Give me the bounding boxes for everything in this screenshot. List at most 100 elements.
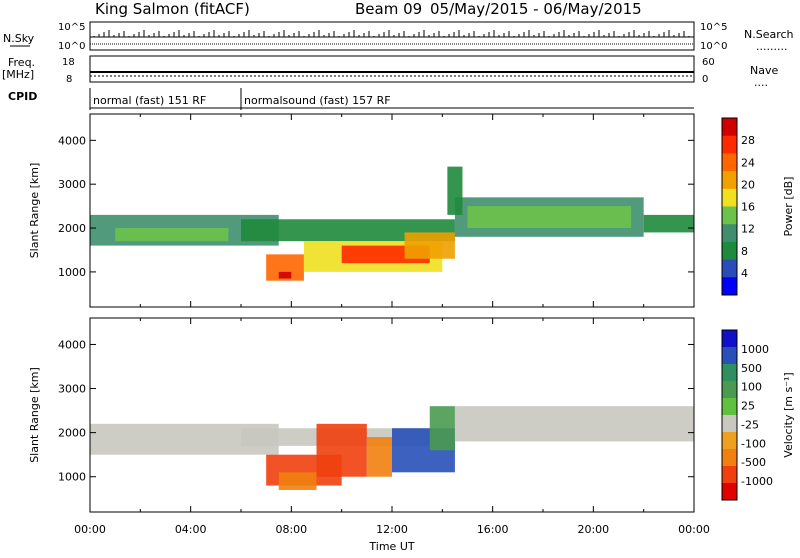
colorbar-tick-label: 28 xyxy=(741,134,755,147)
x-axis-label: Time UT xyxy=(368,540,414,553)
colorbar-tick-label: -25 xyxy=(741,418,759,431)
colorbar-segment xyxy=(722,188,737,207)
mode-label: normal (fast) 151 RF xyxy=(93,94,206,107)
colorbar-segment xyxy=(722,330,737,348)
nsearch-dots: ......... xyxy=(756,40,787,53)
date-range: 05/May/2015 - 06/May/2015 xyxy=(430,0,642,18)
colorbar-frame xyxy=(721,117,738,296)
colorbar-tick-label: 1000 xyxy=(741,343,769,356)
colorbar-tick-label: 24 xyxy=(741,156,755,169)
scatter-region xyxy=(316,423,367,477)
freq-unit: [MHz] xyxy=(2,68,34,81)
colorbar-segment xyxy=(722,381,737,399)
nsky-trace xyxy=(90,30,694,45)
scatter-region xyxy=(278,271,292,279)
cpid-label: CPID xyxy=(8,90,37,103)
colorbar-segment xyxy=(722,118,737,137)
colorbar-segment xyxy=(722,398,737,416)
colorbar-segment xyxy=(722,347,737,365)
scatter-region xyxy=(366,437,392,477)
colorbar-segment xyxy=(722,171,737,190)
colorbar-segment xyxy=(722,466,737,484)
scatter-region xyxy=(115,228,229,242)
nave-label: Nave xyxy=(750,64,778,77)
colorbar-segment xyxy=(722,415,737,433)
y-tick-label: 3000 xyxy=(58,383,86,396)
x-tick-label: 08:00 xyxy=(275,523,307,536)
scatter-region xyxy=(643,214,694,233)
colorbar-frame xyxy=(721,329,738,501)
colorbar-segment xyxy=(722,449,737,467)
velocity-panel: 1000 2000 3000 4000 Slant Range [km] xyxy=(28,317,695,513)
y-tick-label: 2000 xyxy=(58,427,86,440)
scatter-region xyxy=(467,206,632,229)
colorbar-segment xyxy=(722,224,737,243)
velocity-colorbar: 1000 500 100 25 -25 -100 -500 -1000 Velocity [m … xyxy=(721,329,795,501)
y-tick-label: 1000 xyxy=(58,471,86,484)
nsky-panel xyxy=(89,21,695,51)
x-tick-label: 04:00 xyxy=(175,523,207,536)
colorbar-tick-label: 8 xyxy=(741,245,748,258)
freq-tick-high: 18 xyxy=(62,57,75,68)
colorbar-tick-label: 16 xyxy=(741,201,755,214)
x-tick-label: 20:00 xyxy=(577,523,609,536)
beam-label: Beam 09 xyxy=(355,0,422,18)
nsky-tick-low: 10^0 xyxy=(58,41,85,52)
scatter-region xyxy=(278,472,317,490)
nsky-label: N.Sky xyxy=(3,32,35,45)
time-axis: 00:00 04:00 08:00 12:00 16:00 20:00 00:00 xyxy=(74,523,710,536)
colorbar-tick-label: 25 xyxy=(741,400,755,413)
x-tick-label: 12:00 xyxy=(376,523,408,536)
y-tick-label: 4000 xyxy=(58,134,86,147)
colorbar-segment xyxy=(722,206,737,225)
y-axis-label: Slant Range [km] xyxy=(28,163,41,259)
y-axis-label: Slant Range [km] xyxy=(28,367,41,463)
y-tick-label: 3000 xyxy=(58,178,86,191)
scatter-region xyxy=(241,219,455,242)
nsearch-label: N.Search xyxy=(744,28,794,41)
mode-label: normalsound (fast) 157 RF xyxy=(244,94,391,107)
colorbar-tick-label: 12 xyxy=(741,223,755,236)
colorbar-tick-label: -100 xyxy=(741,437,766,450)
scatter-region xyxy=(404,232,455,259)
station-title: King Salmon (fitACF) xyxy=(95,0,250,18)
nsky-tick-high: 10^5 xyxy=(58,22,85,33)
x-tick-label: 00:00 xyxy=(678,523,710,536)
colorbar-tick-label: 4 xyxy=(741,267,748,280)
colorbar-segment xyxy=(722,241,737,261)
colorbar-segment xyxy=(722,153,737,172)
nsearch-tick-low: 10^0 xyxy=(700,41,727,52)
colorbar-segment xyxy=(722,364,737,382)
power-panel: 1000 2000 3000 4000 Slant Range [km] xyxy=(28,113,695,308)
colorbar-label: Velocity [m s⁻¹] xyxy=(782,372,795,457)
colorbar-segment xyxy=(722,135,737,154)
freq-trace xyxy=(90,71,694,77)
scatter-region xyxy=(454,406,694,442)
scatter-region xyxy=(429,406,455,451)
freq-tick-low: 8 xyxy=(66,74,72,85)
y-tick-label: 2000 xyxy=(58,222,86,235)
nave-tick-low: 0 xyxy=(702,74,708,85)
colorbar-tick-label: 500 xyxy=(741,362,762,375)
colorbar-segment xyxy=(722,483,737,501)
nave-tick-high: 60 xyxy=(702,57,715,68)
power-colorbar: 28 24 20 16 12 8 4 Power [dB] xyxy=(721,117,795,296)
y-tick-label: 1000 xyxy=(58,266,86,279)
x-tick-label: 16:00 xyxy=(477,523,509,536)
colorbar-tick-label: -500 xyxy=(741,456,766,469)
nsearch-tick-high: 10^5 xyxy=(700,22,727,33)
cpid-modes: normal (fast) 151 RF normalsound (fast) 1… xyxy=(89,88,391,110)
colorbar-segment xyxy=(722,432,737,450)
scatter-region xyxy=(447,166,463,215)
freq-label: Freq. xyxy=(8,56,35,69)
colorbar-tick-label: 20 xyxy=(741,178,755,191)
nave-dots: .... xyxy=(754,76,768,89)
x-tick-label: 00:00 xyxy=(74,523,106,536)
colorbar-segment xyxy=(722,259,737,278)
colorbar-segment xyxy=(722,277,737,296)
colorbar-tick-label: 100 xyxy=(741,381,762,394)
y-tick-label: 4000 xyxy=(58,338,86,351)
colorbar-tick-label: -1000 xyxy=(741,475,773,488)
colorbar-label: Power [dB] xyxy=(782,177,795,237)
